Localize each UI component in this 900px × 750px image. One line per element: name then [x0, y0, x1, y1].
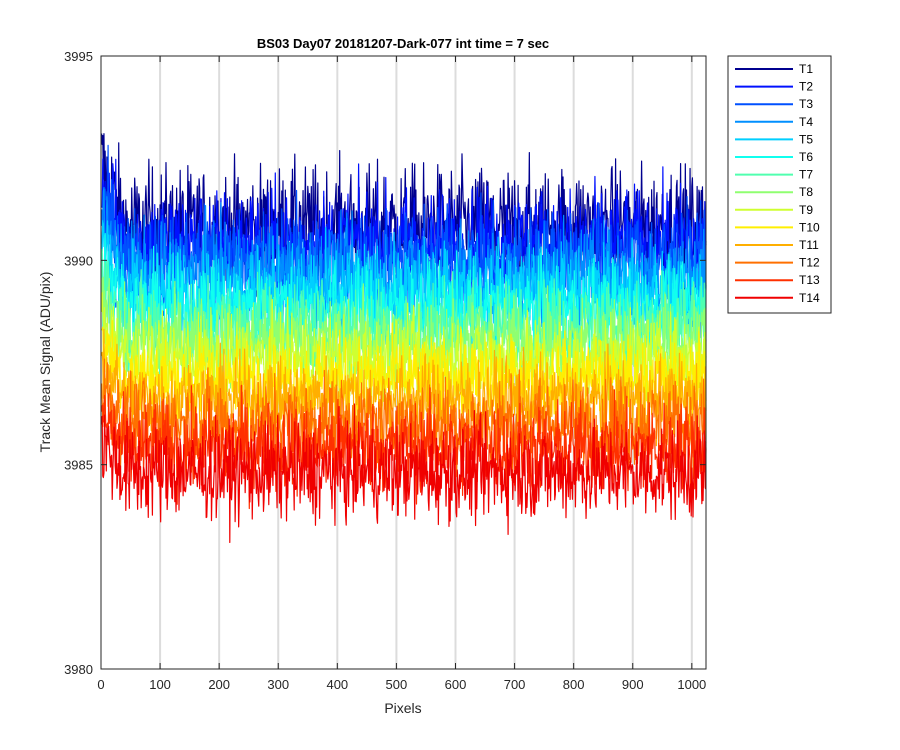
- series-line-t1: [100, 133, 707, 308]
- x-tick-label: 600: [445, 677, 467, 692]
- legend-box: [727, 55, 832, 314]
- chart-title: BS03 Day07 20181207-Dark-077 int time = …: [257, 36, 549, 51]
- legend-label-t7: T7: [799, 168, 813, 182]
- y-tick-label: 3990: [64, 253, 93, 268]
- legend-label-t4: T4: [799, 115, 813, 129]
- x-tick-label: 200: [208, 677, 230, 692]
- x-tick-label: 700: [504, 677, 526, 692]
- legend: T1 T2 T3 T4 T5 T6 T7 T8 T9 T10 T11 T12 T13 T14: [727, 55, 832, 314]
- legend-label-t3: T3: [799, 97, 813, 111]
- y-tick-label: 3995: [64, 49, 93, 64]
- x-tick-label: 1000: [677, 677, 706, 692]
- legend-label-t14: T14: [799, 291, 820, 305]
- x-tick-label: 100: [149, 677, 171, 692]
- x-tick-label: 400: [326, 677, 348, 692]
- legend-label-t5: T5: [799, 132, 813, 146]
- series-lines: [100, 133, 707, 544]
- x-tick-label: 0: [97, 677, 104, 692]
- y-axis-label: Track Mean Signal (ADU/pix): [37, 272, 53, 453]
- legend-label-t9: T9: [799, 203, 813, 217]
- x-axis-label: Pixels: [384, 700, 421, 716]
- series-line-t14: [100, 403, 707, 544]
- x-tick-label: 800: [563, 677, 585, 692]
- x-tick-label: 300: [267, 677, 289, 692]
- legend-label-t6: T6: [799, 150, 813, 164]
- legend-label-t13: T13: [799, 273, 820, 287]
- y-tick-label: 3985: [64, 458, 93, 473]
- series-line-t11: [100, 328, 707, 455]
- legend-label-t1: T1: [799, 62, 813, 76]
- legend-label-t10: T10: [799, 220, 820, 234]
- legend-label-t8: T8: [799, 185, 813, 199]
- y-tick-label: 3980: [64, 662, 93, 677]
- legend-label-t12: T12: [799, 256, 820, 270]
- plot-frame: [100, 55, 707, 670]
- legend-label-t2: T2: [799, 80, 813, 94]
- axis-ticks: 0 100 200 300 400 500 600 700 800 900 1000 3980 3985…: [64, 49, 706, 692]
- x-tick-label: 500: [386, 677, 408, 692]
- x-tick-label: 900: [622, 677, 644, 692]
- legend-label-t11: T11: [799, 238, 819, 252]
